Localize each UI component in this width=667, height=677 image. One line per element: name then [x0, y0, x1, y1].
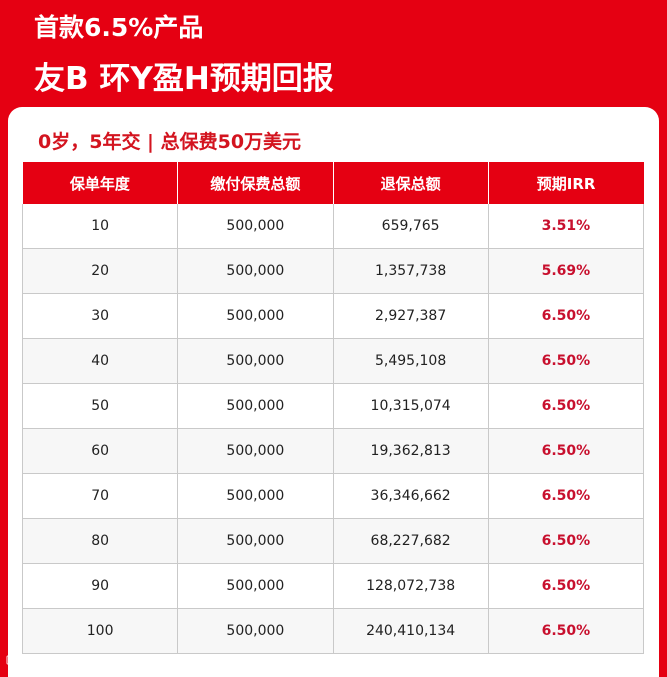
table-row: 80 500,000 68,227,682 6.50%: [21, 518, 645, 564]
cell-surrender-value: 128,072,738: [332, 563, 489, 609]
cell-total-premium: 500,000: [177, 204, 334, 249]
cell-total-premium: 500,000: [177, 563, 334, 609]
cell-total-premium: 500,000: [177, 428, 334, 474]
cell-policy-year: 20: [21, 248, 179, 294]
cell-surrender-value: 19,362,813: [332, 428, 489, 474]
table-row: 60 500,000 19,362,813 6.50%: [21, 428, 645, 474]
cell-surrender-value: 10,315,074: [332, 383, 489, 429]
watermark: 大额保单: [6, 654, 72, 671]
cell-total-premium: 500,000: [177, 293, 334, 339]
cell-surrender-value: 68,227,682: [332, 518, 489, 564]
cell-policy-year: 60: [21, 428, 179, 474]
col-header-total-premium: 缴付保费总额: [177, 162, 334, 204]
table-header-row: 保单年度 缴付保费总额 退保总额 预期IRR: [22, 162, 644, 204]
table-row: 50 500,000 10,315,074 6.50%: [21, 383, 645, 429]
cell-total-premium: 500,000: [177, 518, 334, 564]
table-row: 70 500,000 36,346,662 6.50%: [21, 473, 645, 519]
col-header-expected-irr: 预期IRR: [488, 162, 644, 204]
table-row: 40 500,000 5,495,108 6.50%: [21, 338, 645, 384]
cell-policy-year: 40: [21, 338, 179, 384]
cell-total-premium: 500,000: [177, 248, 334, 294]
table-row: 20 500,000 1,357,738 5.69%: [21, 248, 645, 294]
cell-surrender-value: 2,927,387: [332, 293, 489, 339]
table-row: 10 500,000 659,765 3.51%: [21, 204, 645, 249]
cell-surrender-value: 240,410,134: [332, 608, 489, 654]
cell-expected-irr: 6.50%: [487, 428, 645, 474]
policy-note: 0岁，5年交 | 总保费50万美元: [38, 131, 302, 153]
cell-expected-irr: 6.50%: [487, 383, 645, 429]
cell-expected-irr: 3.51%: [487, 204, 645, 249]
cell-surrender-value: 1,357,738: [332, 248, 489, 294]
cell-policy-year: 70: [21, 473, 179, 519]
cell-total-premium: 500,000: [177, 473, 334, 519]
cell-expected-irr: 6.50%: [487, 608, 645, 654]
table-row: 90 500,000 128,072,738 6.50%: [21, 563, 645, 609]
header: 首款6.5%产品 友B 环Y盈H预期回报: [34, 10, 334, 104]
cell-expected-irr: 6.50%: [487, 338, 645, 384]
col-header-surrender-value: 退保总额: [333, 162, 489, 204]
cell-expected-irr: 6.50%: [487, 473, 645, 519]
content-card: 0岁，5年交 | 总保费50万美元 保单年度 缴付保费总额 退保总额 预期IRR…: [8, 107, 659, 677]
cell-policy-year: 100: [21, 608, 179, 654]
cell-policy-year: 80: [21, 518, 179, 564]
watermark-text: 大额保单: [24, 656, 73, 670]
cell-policy-year: 30: [21, 293, 179, 339]
cell-policy-year: 90: [21, 563, 179, 609]
table-row: 30 500,000 2,927,387 6.50%: [21, 293, 645, 339]
cell-expected-irr: 6.50%: [487, 563, 645, 609]
cell-expected-irr: 6.50%: [487, 293, 645, 339]
cell-total-premium: 500,000: [177, 338, 334, 384]
cell-total-premium: 500,000: [177, 383, 334, 429]
cell-surrender-value: 659,765: [332, 204, 489, 249]
page-subtitle: 首款6.5%产品: [34, 13, 204, 42]
cell-expected-irr: 6.50%: [487, 518, 645, 564]
col-header-policy-year: 保单年度: [22, 162, 179, 204]
chat-bubble-icon: [6, 655, 20, 670]
page-title: 友B 环Y盈H预期回报: [34, 61, 334, 97]
cell-surrender-value: 5,495,108: [332, 338, 489, 384]
cell-policy-year: 10: [21, 204, 179, 249]
returns-table: 保单年度 缴付保费总额 退保总额 预期IRR 10 500,000 659,765 3…: [21, 162, 645, 654]
table-row: 100 500,000 240,410,134 6.50%: [21, 608, 645, 654]
cell-surrender-value: 36,346,662: [332, 473, 489, 519]
cell-total-premium: 500,000: [177, 608, 334, 654]
table-body: 10 500,000 659,765 3.51% 20 500,000 1,357,738 5…: [21, 204, 645, 654]
cell-policy-year: 50: [21, 383, 179, 429]
cell-expected-irr: 5.69%: [487, 248, 645, 294]
